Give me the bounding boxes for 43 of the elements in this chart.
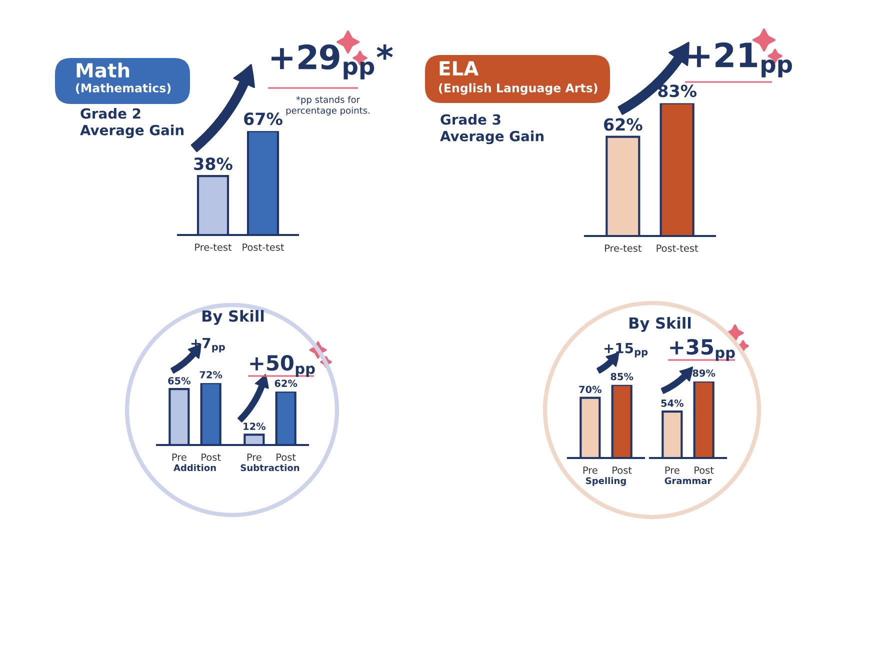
x-tick-label: Post xyxy=(202,454,221,461)
x-tick-label: Post xyxy=(612,466,632,474)
x-tick-label: Post xyxy=(694,466,714,474)
x-tick-label: Post-test xyxy=(242,244,284,251)
text: By Skill xyxy=(202,310,264,325)
x-tick-label: Pre xyxy=(172,454,186,461)
data-label: 62% xyxy=(604,118,642,131)
x-tick-label: Pre xyxy=(583,466,598,474)
chart-title: Math xyxy=(76,62,130,78)
x-tick-label: Post xyxy=(276,454,296,461)
x-tick-label: Pre xyxy=(247,454,262,461)
text: +21$_{pp}$ xyxy=(688,42,792,78)
text: +29$_{pp}$* xyxy=(272,44,393,80)
x-axis-title: Spelling xyxy=(586,477,626,486)
chart-subtitle: (English Language Arts) xyxy=(439,83,598,95)
x-tick-label: Post-test xyxy=(656,244,698,252)
annotation: Grade 2 Average Gain xyxy=(80,108,184,138)
text: +7$_{pp}$ xyxy=(191,338,225,352)
data-label: 12% xyxy=(244,422,266,430)
text: +15$_{pp}$ xyxy=(604,343,648,358)
text: +35$_{pp}$ xyxy=(670,338,735,361)
data-label: 62% xyxy=(274,380,298,388)
x-tick-label: Pre xyxy=(665,466,680,474)
chart-subtitle: (Mathematics) xyxy=(76,83,171,94)
data-label: 89% xyxy=(692,369,716,377)
text: +50$_{pp}$ xyxy=(250,354,315,377)
x-axis-title: Addition xyxy=(174,464,216,472)
data-label: 85% xyxy=(610,372,634,380)
data-label: 38% xyxy=(194,157,232,170)
text: *pp stands for percentage points. xyxy=(286,96,370,116)
x-tick-label: Pre-test xyxy=(605,244,642,252)
chart-title: ELA xyxy=(440,61,479,76)
x-axis-title: Grammar xyxy=(664,477,712,484)
data-label: 70% xyxy=(579,386,602,394)
text: Grade 3 Average Gain xyxy=(440,114,544,144)
x-axis-title: Subtraction xyxy=(240,464,300,472)
data-label: 83% xyxy=(658,84,696,98)
data-label: 72% xyxy=(200,371,222,378)
x-tick-label: Pre-test xyxy=(195,244,232,251)
data-label: 65% xyxy=(168,377,190,384)
data-label: 54% xyxy=(661,400,684,407)
text: By Skill xyxy=(630,317,691,332)
data-label: 67% xyxy=(244,112,282,126)
